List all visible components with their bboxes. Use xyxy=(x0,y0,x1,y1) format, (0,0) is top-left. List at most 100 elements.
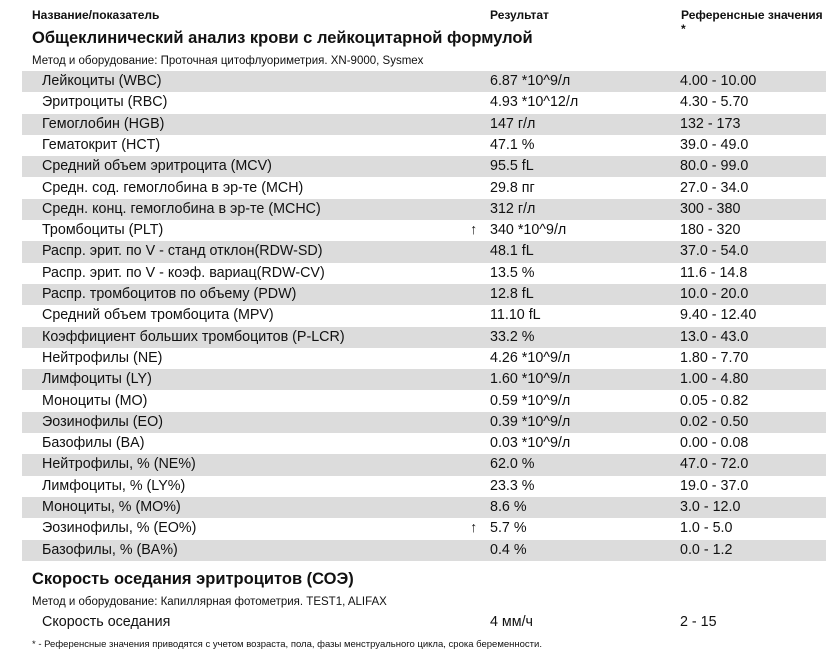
test-name: Коэффициент больших тромбоцитов (P-LCR) xyxy=(42,328,345,345)
test-name: Лейкоциты (WBC) xyxy=(42,73,162,89)
reference-range: 0.05 - 0.82 xyxy=(680,392,749,409)
test-name: Средний объем тромбоцита (MPV) xyxy=(42,307,274,324)
reference-range: 2 - 15 xyxy=(680,614,717,630)
test-name: Моноциты (MO) xyxy=(42,392,148,409)
result-value: 4.26 *10^9/л xyxy=(490,349,571,366)
table-row: Распр. тромбоцитов по объему (PDW) 12.8 f… xyxy=(22,284,826,306)
test-name: Нейтрофилы (NE) xyxy=(42,349,163,366)
footnote: * - Референсные значения приводятся с уч… xyxy=(32,639,542,650)
result-value: 4 мм/ч xyxy=(490,614,534,630)
test-name: Эозинофилы, % (EO%) xyxy=(42,520,197,537)
table-row: Средн. сод. гемоглобина в эр-те (MCH) 29.… xyxy=(22,178,826,199)
reference-range: 1.00 - 4.80 xyxy=(680,371,749,388)
table-row: Эозинофилы, % (EO%) ↑ 5.7 % 1.0 - 5.0 xyxy=(22,518,826,539)
result-value: 147 г/л xyxy=(490,115,536,132)
result-value: 48.1 fL xyxy=(490,243,534,260)
section-title-esr: Скорость оседания эритроцитов (СОЭ) xyxy=(32,570,354,588)
reference-range: 0.0 - 1.2 xyxy=(680,541,733,558)
test-name: Нейтрофилы, % (NE%) xyxy=(42,456,196,473)
result-value: 11.10 fL xyxy=(490,307,541,324)
section-method-esr: Метод и оборудование: Капиллярная фотоме… xyxy=(32,596,387,608)
reference-range: 0.02 - 0.50 xyxy=(680,413,749,430)
test-name: Гемоглобин (HGB) xyxy=(42,115,165,132)
reference-range: 80.0 - 99.0 xyxy=(680,158,749,175)
table-row: Скорость оседания 4 мм/ч 2 - 15 xyxy=(22,612,826,633)
table-row: Лимфоциты (LY) 1.60 *10^9/л 1.00 - 4.80 xyxy=(22,369,826,391)
test-name: Средн. конц. гемоглобина в эр-те (MCHC) xyxy=(42,200,321,217)
test-name: Лимфоциты, % (LY%) xyxy=(42,477,186,494)
table-row: Моноциты (MO) 0.59 *10^9/л 0.05 - 0.82 xyxy=(22,391,826,412)
result-value: 33.2 % xyxy=(490,328,535,345)
abnormal-flag-icon: ↑ xyxy=(470,520,478,537)
table-row: Средний объем тромбоцита (MPV) 11.10 fL 9.… xyxy=(22,305,826,326)
table-row: Моноциты, % (MO%) 8.6 % 3.0 - 12.0 xyxy=(22,497,826,519)
section-title-cbc: Общеклинический анализ крови с лейкоцита… xyxy=(32,29,533,47)
reference-range: 4.30 - 5.70 xyxy=(680,94,749,111)
table-row: Распр. эрит. по V - станд отклон(RDW-SD)… xyxy=(22,241,826,263)
result-value: 23.3 % xyxy=(490,477,535,494)
table-row: Нейтрофилы, % (NE%) 62.0 % 47.0 - 72.0 xyxy=(22,454,826,476)
table-row: Коэффициент больших тромбоцитов (P-LCR) 3… xyxy=(22,326,826,348)
result-value: 95.5 fL xyxy=(490,158,534,175)
result-value: 47.1 % xyxy=(490,136,535,153)
column-header-name: Название/показатель xyxy=(32,8,160,22)
test-name: Эритроциты (RBC) xyxy=(42,94,168,111)
table-row: Лимфоциты, % (LY%) 23.3 % 19.0 - 37.0 xyxy=(22,476,826,497)
reference-range: 1.80 - 7.70 xyxy=(680,349,749,366)
result-value: 4.93 *10^12/л xyxy=(490,94,579,111)
reference-range: 19.0 - 37.0 xyxy=(680,477,749,494)
result-value: 0.59 *10^9/л xyxy=(490,392,571,409)
reference-range: 39.0 - 49.0 xyxy=(680,136,749,153)
table-row: Лейкоциты (WBC) 6.87 *10^9/л 4.00 - 10.00 xyxy=(22,71,826,93)
result-value: 1.60 *10^9/л xyxy=(490,371,571,388)
table-row: Гематокрит (HCT) 47.1 % 39.0 - 49.0 xyxy=(22,135,826,156)
result-value: 62.0 % xyxy=(490,456,535,473)
reference-range: 180 - 320 xyxy=(680,222,741,239)
test-name: Лимфоциты (LY) xyxy=(42,371,152,388)
test-name: Базофилы (BA) xyxy=(42,435,145,452)
reference-range: 4.00 - 10.00 xyxy=(680,73,757,89)
result-value: 5.7 % xyxy=(490,520,527,537)
test-name: Распр. тромбоцитов по объему (PDW) xyxy=(42,286,297,302)
abnormal-flag-icon: ↑ xyxy=(470,222,478,239)
reference-range: 132 - 173 xyxy=(680,115,741,132)
result-value: 13.5 % xyxy=(490,264,535,281)
reference-range: 1.0 - 5.0 xyxy=(680,520,733,537)
table-row: Базофилы, % (BA%) 0.4 % 0.0 - 1.2 xyxy=(22,539,826,561)
reference-range: 37.0 - 54.0 xyxy=(680,243,749,260)
result-value: 0.4 % xyxy=(490,541,527,558)
table-row: Средний объем эритроцита (MCV) 95.5 fL 80.… xyxy=(22,156,826,178)
test-name: Гематокрит (HCT) xyxy=(42,136,161,153)
reference-range: 47.0 - 72.0 xyxy=(680,456,749,473)
test-name: Распр. эрит. по V - коэф. вариац(RDW-CV) xyxy=(42,264,325,281)
test-name: Моноциты, % (MO%) xyxy=(42,499,181,515)
test-name: Скорость оседания xyxy=(42,614,171,630)
column-header-reference: Референсные значения * xyxy=(681,8,823,36)
reference-range: 10.0 - 20.0 xyxy=(680,286,749,302)
test-name: Средн. сод. гемоглобина в эр-те (MCH) xyxy=(42,179,304,196)
result-value: 340 *10^9/л xyxy=(490,222,567,239)
table-row: Распр. эрит. по V - коэф. вариац(RDW-CV)… xyxy=(22,263,826,284)
table-row: Средн. конц. гемоглобина в эр-те (MCHC) 3… xyxy=(22,198,826,221)
table-row: Эозинофилы (EO) 0.39 *10^9/л 0.02 - 0.50 xyxy=(22,411,826,434)
reference-range: 9.40 - 12.40 xyxy=(680,307,757,324)
test-name: Распр. эрит. по V - станд отклон(RDW-SD) xyxy=(42,243,323,260)
table-row: Базофилы (BA) 0.03 *10^9/л 0.00 - 0.08 xyxy=(22,433,826,454)
test-name: Тромбоциты (PLT) xyxy=(42,222,164,239)
result-value: 0.03 *10^9/л xyxy=(490,435,571,452)
reference-range: 3.0 - 12.0 xyxy=(680,499,741,515)
column-header-result: Результат xyxy=(490,8,549,22)
reference-range: 13.0 - 43.0 xyxy=(680,328,749,345)
table-row: Эритроциты (RBC) 4.93 *10^12/л 4.30 - 5.70 xyxy=(22,92,826,113)
test-name: Средний объем эритроцита (MCV) xyxy=(42,158,272,175)
table-row: Тромбоциты (PLT) ↑ 340 *10^9/л 180 - 320 xyxy=(22,220,826,241)
reference-range: 0.00 - 0.08 xyxy=(680,435,749,452)
result-value: 12.8 fL xyxy=(490,286,534,302)
test-name: Эозинофилы (EO) xyxy=(42,413,163,430)
reference-range: 300 - 380 xyxy=(680,200,741,217)
result-value: 8.6 % xyxy=(490,499,527,515)
section-method-cbc: Метод и оборудование: Проточная цитофлуо… xyxy=(32,55,424,67)
test-name: Базофилы, % (BA%) xyxy=(42,541,178,558)
table-row: Нейтрофилы (NE) 4.26 *10^9/л 1.80 - 7.70 xyxy=(22,348,826,369)
reference-range: 11.6 - 14.8 xyxy=(680,264,748,281)
